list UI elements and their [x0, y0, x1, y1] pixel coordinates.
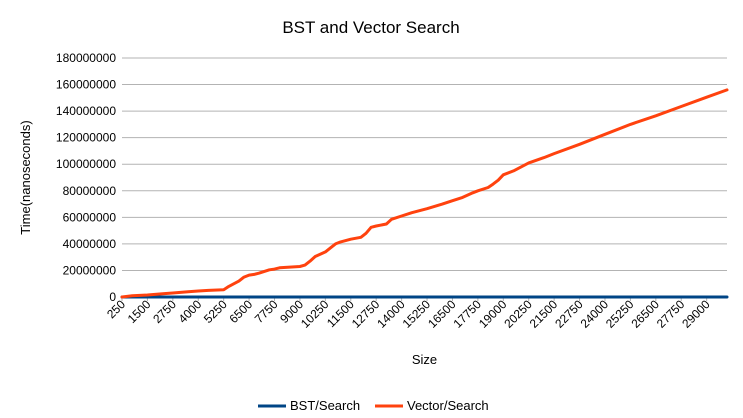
legend-label: Vector/Search: [407, 398, 489, 413]
y-tick-label: 60000000: [63, 210, 117, 224]
y-axis-ticks: 0 20000000 40000000 60000000 80000000 1000000…: [56, 51, 116, 304]
x-tick-label: 22750: [552, 297, 586, 331]
x-tick-label: 17750: [451, 297, 485, 331]
y-tick-label: 140000000: [56, 104, 116, 118]
series-lines: [120, 88, 729, 299]
y-tick-label: 0: [109, 290, 116, 304]
y-tick-label: 80000000: [63, 184, 117, 198]
x-tick-label: 24000: [578, 297, 612, 331]
x-tick-label: 19000: [476, 297, 510, 331]
y-tick-label: 20000000: [63, 263, 117, 277]
chart-title: BST and Vector Search: [282, 18, 459, 37]
legend-label: BST/Search: [290, 398, 360, 413]
y-tick-label: 40000000: [63, 237, 117, 251]
x-tick-label: 16500: [425, 297, 459, 331]
x-tick-label: 250: [104, 297, 128, 321]
gridlines: [122, 57, 727, 298]
y-tick-label: 120000000: [56, 131, 116, 145]
y-tick-label: 180000000: [56, 51, 116, 65]
series-line: [120, 88, 729, 299]
x-axis-label: Size: [412, 352, 437, 367]
x-tick-label: 15250: [400, 297, 434, 331]
x-tick-label: 12750: [349, 297, 383, 331]
x-tick-label: 26500: [628, 297, 662, 331]
x-tick-label: 2750: [150, 297, 179, 326]
x-tick-label: 25250: [603, 297, 637, 331]
x-tick-label: 21500: [527, 297, 561, 331]
x-tick-label: 4000: [176, 297, 205, 326]
x-tick-label: 5250: [201, 297, 230, 326]
y-axis-label: Time(nanoseconds): [18, 120, 33, 234]
x-tick-label: 6500: [226, 297, 255, 326]
legend: BST/Search Vector/Search: [258, 398, 489, 413]
x-tick-label: 7750: [252, 297, 281, 326]
x-tick-label: 10250: [298, 297, 332, 331]
x-axis-ticks: 2501500275040005250650077509000102501150…: [104, 297, 713, 331]
y-tick-label: 160000000: [56, 78, 116, 92]
x-tick-label: 14000: [374, 297, 408, 331]
x-tick-label: 27750: [654, 297, 688, 331]
x-tick-label: 1500: [125, 297, 154, 326]
y-tick-label: 100000000: [56, 157, 116, 171]
x-tick-label: 29000: [679, 297, 713, 331]
x-tick-label: 20250: [501, 297, 535, 331]
